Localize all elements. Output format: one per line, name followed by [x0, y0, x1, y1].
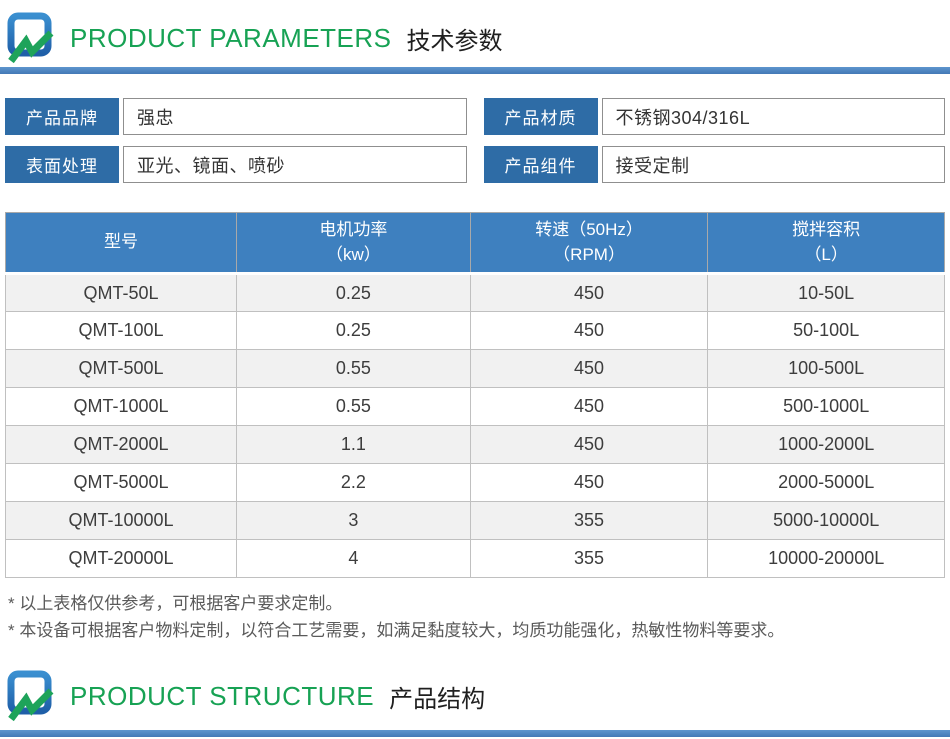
cell-power: 1.1: [235, 425, 471, 464]
info-label: 产品材质: [483, 98, 598, 135]
cell-volume: 1000-2000L: [707, 425, 945, 464]
cell-model: QMT-100L: [5, 311, 237, 350]
cell-volume: 2000-5000L: [707, 463, 945, 502]
column-header-model: 型号: [5, 212, 237, 275]
cell-power: 0.25: [235, 273, 471, 312]
cell-power: 0.55: [235, 349, 471, 388]
cell-power: 3: [235, 501, 471, 540]
table-row: QMT-100L 0.25 450 50-100L: [5, 311, 945, 350]
footnote-customization: * 本设备可根据客户物料定制，以符合工艺需要，如满足黏度较大，均质功能强化，热敏…: [8, 621, 785, 641]
spec-table: 型号 电机功率 （kw） 转速（50Hz） （RPM） 搅拌容积 （L） QMT…: [5, 212, 945, 578]
cell-model: QMT-1000L: [5, 387, 237, 426]
info-label: 表面处理: [5, 146, 119, 183]
product-info-grid: 产品品牌 强忠 产品材质 不锈钢304/316L 表面处理 亚光、镜面、喷砂 产…: [5, 98, 945, 183]
table-row: QMT-10000L 3 355 5000-10000L: [5, 501, 945, 540]
info-label: 产品组件: [483, 146, 598, 183]
table-row: QMT-50L 0.25 450 10-50L: [5, 273, 945, 312]
cell-volume: 500-1000L: [707, 387, 945, 426]
info-value: 不锈钢304/316L: [601, 98, 945, 135]
cell-speed: 450: [469, 463, 709, 502]
cell-speed: 355: [469, 501, 709, 540]
info-box-brand: 产品品牌 强忠: [5, 98, 467, 135]
cell-power: 2.2: [235, 463, 471, 502]
info-value: 亚光、镜面、喷砂: [123, 146, 467, 183]
structure-section-header: PRODUCT STRUCTURE 产品结构: [0, 670, 950, 722]
table-header-row: 型号 电机功率 （kw） 转速（50Hz） （RPM） 搅拌容积 （L）: [5, 212, 945, 275]
table-row: QMT-1000L 0.55 450 500-1000L: [5, 387, 945, 426]
cell-volume: 50-100L: [707, 311, 945, 350]
section-title-en: PRODUCT STRUCTURE: [70, 680, 375, 711]
footnote-reference: * 以上表格仅供参考，可根据客户要求定制。: [8, 594, 343, 613]
info-value: 接受定制: [601, 146, 945, 183]
cell-speed: 450: [469, 273, 709, 312]
footnotes: * 以上表格仅供参考，可根据客户要求定制。 * 本设备可根据客户物料定制，以符合…: [8, 590, 950, 644]
parameters-section-header: PRODUCT PARAMETERS 技术参数: [0, 0, 950, 67]
cell-speed: 450: [469, 387, 709, 426]
brand-logo-icon: [7, 12, 54, 64]
cell-model: QMT-50L: [5, 273, 237, 312]
table-row: QMT-2000L 1.1 450 1000-2000L: [5, 425, 945, 464]
cell-volume: 10-50L: [707, 273, 945, 312]
cell-volume: 100-500L: [707, 349, 945, 388]
table-row: QMT-20000L 4 355 10000-20000L: [5, 539, 945, 578]
info-value: 强忠: [123, 98, 467, 135]
cell-speed: 355: [469, 539, 709, 578]
section-title-cn: 技术参数: [406, 27, 503, 55]
cell-volume: 5000-10000L: [707, 501, 945, 540]
cell-power: 0.55: [235, 387, 471, 426]
cell-power: 0.25: [235, 311, 471, 350]
cell-volume: 10000-20000L: [707, 539, 945, 578]
section-divider: [0, 67, 950, 74]
table-row: QMT-5000L 2.2 450 2000-5000L: [5, 463, 945, 502]
section-title-cn: 产品结构: [389, 685, 486, 713]
cell-speed: 450: [469, 425, 709, 464]
column-header-motor-power: 电机功率 （kw）: [235, 212, 471, 275]
cell-model: QMT-500L: [5, 349, 237, 388]
section-divider: [0, 730, 950, 737]
cell-model: QMT-5000L: [5, 463, 237, 502]
brand-logo-icon: [7, 670, 54, 722]
column-header-speed: 转速（50Hz） （RPM）: [469, 212, 709, 275]
table-row: QMT-500L 0.55 450 100-500L: [5, 349, 945, 388]
cell-model: QMT-2000L: [5, 425, 237, 464]
section-title-en: PRODUCT PARAMETERS: [70, 22, 392, 53]
cell-power: 4: [235, 539, 471, 578]
info-box-surface: 表面处理 亚光、镜面、喷砂: [5, 146, 467, 183]
info-label: 产品品牌: [5, 98, 119, 135]
column-header-volume: 搅拌容积 （L）: [707, 212, 945, 275]
info-box-material: 产品材质 不锈钢304/316L: [483, 98, 945, 135]
info-box-components: 产品组件 接受定制: [483, 146, 945, 183]
cell-speed: 450: [469, 349, 709, 388]
cell-speed: 450: [469, 311, 709, 350]
cell-model: QMT-20000L: [5, 539, 237, 578]
cell-model: QMT-10000L: [5, 501, 237, 540]
